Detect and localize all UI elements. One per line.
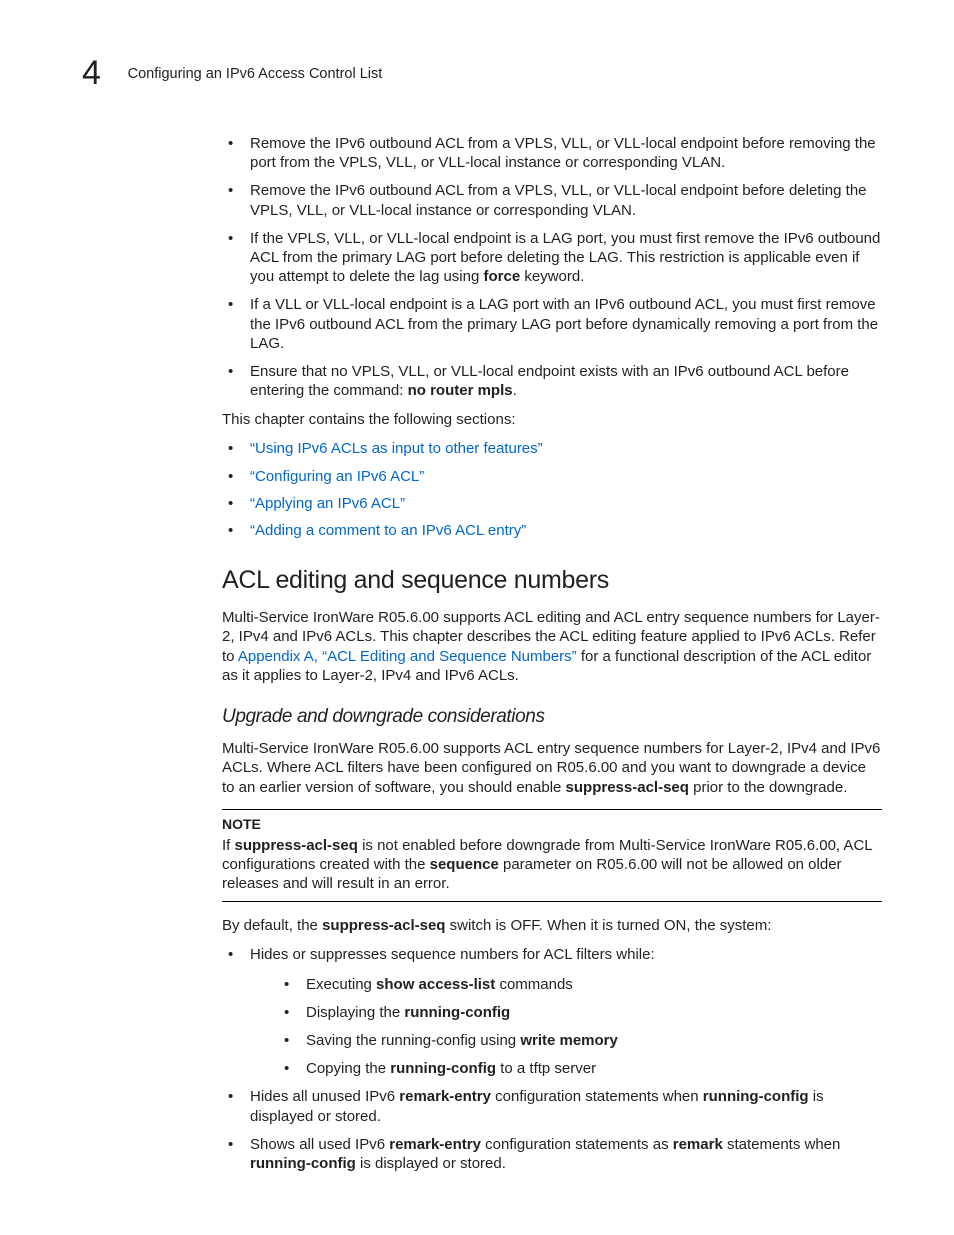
para-bold: suppress-acl-seq [566,779,689,796]
content-area: Remove the IPv6 outbound ACL from a VPLS… [222,134,882,1183]
bullet-text-pre: Ensure that no VPLS, VLL, or VLL-local e… [250,363,849,399]
sub-bold: show access-list [376,976,495,993]
intro-bullet: If a VLL or VLL-local endpoint is a LAG … [222,295,882,353]
bullet-text: Shows all used IPv6 [250,1136,389,1153]
section-link[interactable]: “Applying an IPv6 ACL” [250,495,405,512]
note-bold: suppress-acl-seq [235,837,358,854]
intro-bullet: Ensure that no VPLS, VLL, or VLL-local e… [222,362,882,400]
section-link-item: “Using IPv6 ACLs as input to other featu… [222,439,882,458]
intro-bullet-list: Remove the IPv6 outbound ACL from a VPLS… [222,134,882,400]
chapter-number: 4 [82,52,101,96]
behavior-bullet-list: Hides or suppresses sequence numbers for… [222,945,882,1173]
bullet-text: Hides or suppresses sequence numbers for… [250,946,655,963]
bullet-text: configuration statements as [481,1136,673,1153]
sub-text: Displaying the [306,1004,404,1021]
intro-bullet: Remove the IPv6 outbound ACL from a VPLS… [222,134,882,172]
sub-bullet-list: Executing show access-list commands Disp… [278,975,882,1079]
bullet-text-post: . [513,382,517,399]
sub-text: Executing [306,976,376,993]
default-paragraph: By default, the suppress-acl-seq switch … [222,916,882,935]
section-link[interactable]: “Configuring an IPv6 ACL” [250,468,424,485]
bullet-text-bold: force [484,268,521,285]
bullet-bold: running-config [703,1088,809,1105]
running-title: Configuring an IPv6 Access Control List [128,66,383,82]
para-post: prior to the downgrade. [689,779,847,796]
bullet-bold: remark-entry [389,1136,481,1153]
note-block: NOTE If suppress-acl-seq is not enabled … [222,809,882,902]
para-post: switch is OFF. When it is turned ON, the… [445,917,771,934]
bullet-text: Remove the IPv6 outbound ACL from a VPLS… [250,135,876,171]
sub-text: commands [495,976,573,993]
sub-bullet: Displaying the running-config [278,1003,882,1022]
bullet-text: statements when [723,1136,841,1153]
page: 4 Configuring an IPv6 Access Control Lis… [0,0,954,1235]
bullet-text: Remove the IPv6 outbound ACL from a VPLS… [250,182,867,218]
section-link-item: “Applying an IPv6 ACL” [222,494,882,513]
heading-acl-editing: ACL editing and sequence numbers [222,564,882,596]
para-bold: suppress-acl-seq [322,917,445,934]
bullet-text: is displayed or stored. [356,1155,506,1172]
bullet-bold: remark-entry [399,1088,491,1105]
behavior-bullet: Hides all unused IPv6 remark-entry confi… [222,1087,882,1125]
section-link-item: “Adding a comment to an IPv6 ACL entry” [222,521,882,540]
behavior-bullet: Shows all used IPv6 remark-entry configu… [222,1135,882,1173]
sub-bold: running-config [404,1004,510,1021]
sub-bold: write memory [520,1032,618,1049]
sub-text: Copying the [306,1060,390,1077]
note-bold: sequence [430,856,499,873]
section-links-list: “Using IPv6 ACLs as input to other featu… [222,439,882,540]
sub-bullet: Saving the running-config using write me… [278,1031,882,1050]
acl-editing-paragraph: Multi-Service IronWare R05.6.00 supports… [222,608,882,685]
bullet-bold: running-config [250,1155,356,1172]
bullet-text: Hides all unused IPv6 [250,1088,399,1105]
sections-lead: This chapter contains the following sect… [222,410,882,429]
bullet-text-bold: no router mpls [408,382,513,399]
sub-bold: running-config [390,1060,496,1077]
bullet-text-post: keyword. [520,268,584,285]
sub-bullet: Copying the running-config to a tftp ser… [278,1059,882,1078]
note-text: If [222,837,235,854]
sub-text: Saving the running-config using [306,1032,520,1049]
upgrade-paragraph: Multi-Service IronWare R05.6.00 supports… [222,739,882,797]
appendix-link[interactable]: Appendix A, “ACL Editing and Sequence Nu… [238,648,577,665]
bullet-text: If a VLL or VLL-local endpoint is a LAG … [250,296,878,351]
bullet-bold: remark [673,1136,723,1153]
sub-bullet: Executing show access-list commands [278,975,882,994]
page-header: 4 Configuring an IPv6 Access Control Lis… [82,52,872,96]
section-link[interactable]: “Using IPv6 ACLs as input to other featu… [250,440,543,457]
intro-bullet: If the VPLS, VLL, or VLL-local endpoint … [222,229,882,287]
section-link-item: “Configuring an IPv6 ACL” [222,467,882,486]
sub-text: to a tftp server [496,1060,596,1077]
section-link[interactable]: “Adding a comment to an IPv6 ACL entry” [250,522,526,539]
behavior-bullet: Hides or suppresses sequence numbers for… [222,945,882,1078]
note-body: If suppress-acl-seq is not enabled befor… [222,836,882,894]
note-title: NOTE [222,816,882,834]
bullet-text: configuration statements when [491,1088,703,1105]
intro-bullet: Remove the IPv6 outbound ACL from a VPLS… [222,181,882,219]
para-pre: By default, the [222,917,322,934]
heading-upgrade-downgrade: Upgrade and downgrade considerations [222,705,882,729]
